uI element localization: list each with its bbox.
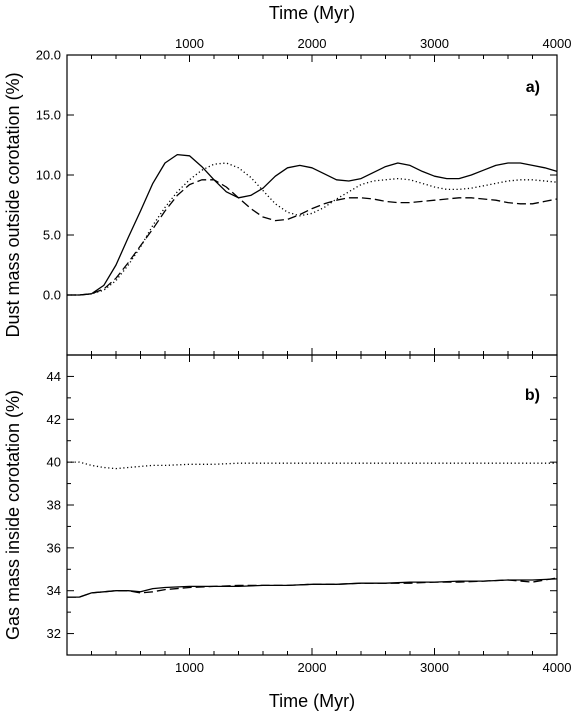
panel-b-y-tick-label: 32 bbox=[47, 626, 61, 641]
panel-a-y-tick-label: 20.0 bbox=[36, 48, 61, 63]
panel-a-x-tick-label: 2000 bbox=[298, 36, 327, 51]
panel-a-series-solid bbox=[67, 153, 558, 296]
panel-b-y-tick-label: 38 bbox=[47, 498, 61, 513]
panel-b-series-dashed bbox=[67, 577, 558, 598]
panel-a-y-tick-label: 0.0 bbox=[43, 288, 61, 303]
panel-b-x-tick-label: 4000 bbox=[543, 660, 572, 675]
panel-b-y-tick-label: 40 bbox=[47, 455, 61, 470]
panel-b-y-tick-label: 36 bbox=[47, 540, 61, 555]
panel-b-x-tick-label: 3000 bbox=[420, 660, 449, 675]
panel-a-frame bbox=[66, 54, 558, 356]
panel-a-label: a) bbox=[526, 79, 540, 96]
series-layer bbox=[67, 153, 558, 598]
panel-b-label: b) bbox=[525, 387, 540, 404]
panel-a-series-dashed bbox=[67, 179, 558, 296]
panel-b-y-tick-label: 34 bbox=[47, 583, 61, 598]
ticks-layer: 1000 2000 3000 4000 0.0 5.0 10.0 15.0 20.0 1000 20… bbox=[36, 36, 572, 675]
panel-a-x-tick-label: 3000 bbox=[420, 36, 449, 51]
panel-b-y-tick-label: 44 bbox=[47, 369, 61, 384]
panel-b-frame bbox=[66, 354, 558, 656]
panel-a-x-tick-label: 1000 bbox=[175, 36, 204, 51]
panel-a-y-tick-label: 15.0 bbox=[36, 108, 61, 123]
panel-b-x-tick-label: 2000 bbox=[298, 660, 327, 675]
panel-a-y-tick-label: 10.0 bbox=[36, 168, 61, 183]
panel-b-y-tick-label: 42 bbox=[47, 412, 61, 427]
panel-a-x-tick-label: 4000 bbox=[543, 36, 572, 51]
panel-b-y-axis-title: Gas mass inside corotation (%) bbox=[3, 390, 23, 640]
top-x-axis-title: Time (Myr) bbox=[269, 3, 355, 23]
panel-a-series-dotted bbox=[67, 162, 558, 296]
panel-b-series-dotted bbox=[67, 461, 557, 470]
bottom-x-axis-title: Time (Myr) bbox=[269, 691, 355, 711]
panel-a-y-tick-label: 5.0 bbox=[43, 228, 61, 243]
panel-b-x-tick-label: 1000 bbox=[175, 660, 204, 675]
panel-a-y-axis-title: Dust mass outside corotation (%) bbox=[3, 72, 23, 337]
